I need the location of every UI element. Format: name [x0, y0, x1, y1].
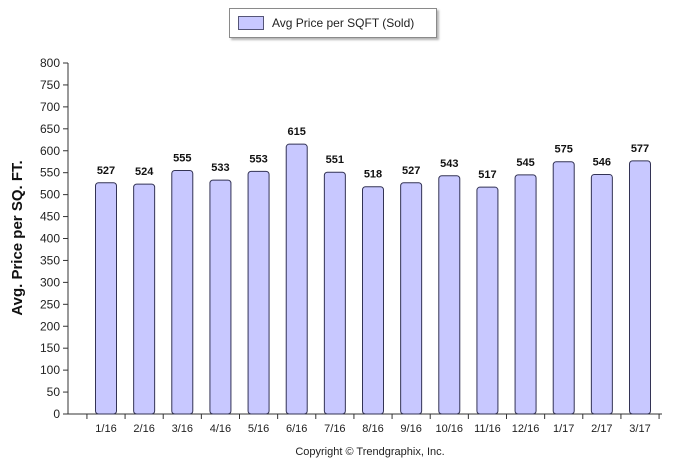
bar	[400, 182, 423, 415]
bar	[629, 160, 651, 415]
data-label: 575	[555, 144, 573, 156]
bar	[552, 161, 575, 415]
data-label: 545	[516, 157, 534, 169]
data-label: 517	[478, 169, 496, 181]
bar	[133, 183, 156, 415]
x-tick-label: 9/16	[400, 423, 421, 435]
x-tick-label: 1/17	[553, 423, 574, 435]
y-tick-label: 800	[40, 56, 60, 70]
data-label: 518	[364, 169, 382, 181]
y-tick-label: 550	[40, 166, 60, 180]
data-label: 551	[326, 154, 344, 166]
y-tick-label: 200	[40, 319, 60, 333]
y-tick-label: 700	[40, 100, 60, 114]
bar	[476, 186, 499, 415]
y-tick-label: 0	[53, 407, 60, 421]
x-tick-label: 5/16	[248, 423, 269, 435]
y-tick-label: 600	[40, 144, 60, 158]
y-tick-label: 400	[40, 232, 60, 246]
x-tick-label: 11/16	[474, 423, 501, 435]
y-tick-label: 350	[40, 253, 60, 267]
data-label: 553	[249, 153, 267, 165]
bar	[171, 169, 194, 415]
y-tick-label: 250	[40, 297, 60, 311]
y-tick-label: 500	[40, 188, 60, 202]
copyright-text: Copyright © Trendgraphix, Inc.	[295, 446, 445, 458]
bar	[209, 179, 232, 415]
data-label: 546	[593, 156, 611, 168]
x-tick-label: 2/16	[133, 423, 154, 435]
legend: Avg Price per SQFT (Sold)	[229, 8, 437, 38]
x-tick-label: 7/16	[324, 423, 345, 435]
data-label: 527	[97, 165, 115, 177]
x-tick-label: 12/16	[512, 423, 540, 435]
data-label: 577	[631, 143, 649, 155]
x-tick-label: 4/16	[210, 423, 231, 435]
y-tick-label: 300	[40, 275, 60, 289]
x-tick-label: 3/17	[629, 423, 650, 435]
x-tick-label: 2/17	[591, 423, 612, 435]
y-axis-label: Avg. Price per SQ. FT.	[9, 160, 26, 316]
legend-swatch	[238, 16, 264, 30]
y-tick-label: 100	[40, 363, 60, 377]
y-tick-label: 750	[40, 78, 60, 92]
bar	[247, 170, 270, 415]
data-label: 543	[440, 158, 458, 170]
y-tick-label: 50	[47, 385, 61, 399]
bar	[590, 173, 613, 415]
bar	[438, 175, 461, 415]
y-tick-label: 450	[40, 210, 60, 224]
x-tick-label: 1/16	[95, 423, 116, 435]
bar	[95, 182, 117, 415]
x-tick-label: 10/16	[436, 423, 464, 435]
y-tick-label: 650	[40, 122, 60, 136]
y-tick-label: 150	[40, 341, 60, 355]
bar	[323, 171, 346, 415]
bar	[285, 143, 308, 415]
data-label: 615	[288, 126, 306, 138]
data-label: 527	[402, 165, 420, 177]
bar	[514, 174, 537, 415]
data-label: 524	[135, 166, 154, 178]
x-tick-label: 3/16	[172, 423, 193, 435]
data-label: 533	[211, 162, 229, 174]
x-tick-label: 6/16	[286, 423, 307, 435]
x-tick-label: 8/16	[362, 423, 383, 435]
data-label: 555	[173, 152, 191, 164]
legend-label: Avg Price per SQFT (Sold)	[272, 16, 415, 30]
bar	[362, 186, 384, 415]
